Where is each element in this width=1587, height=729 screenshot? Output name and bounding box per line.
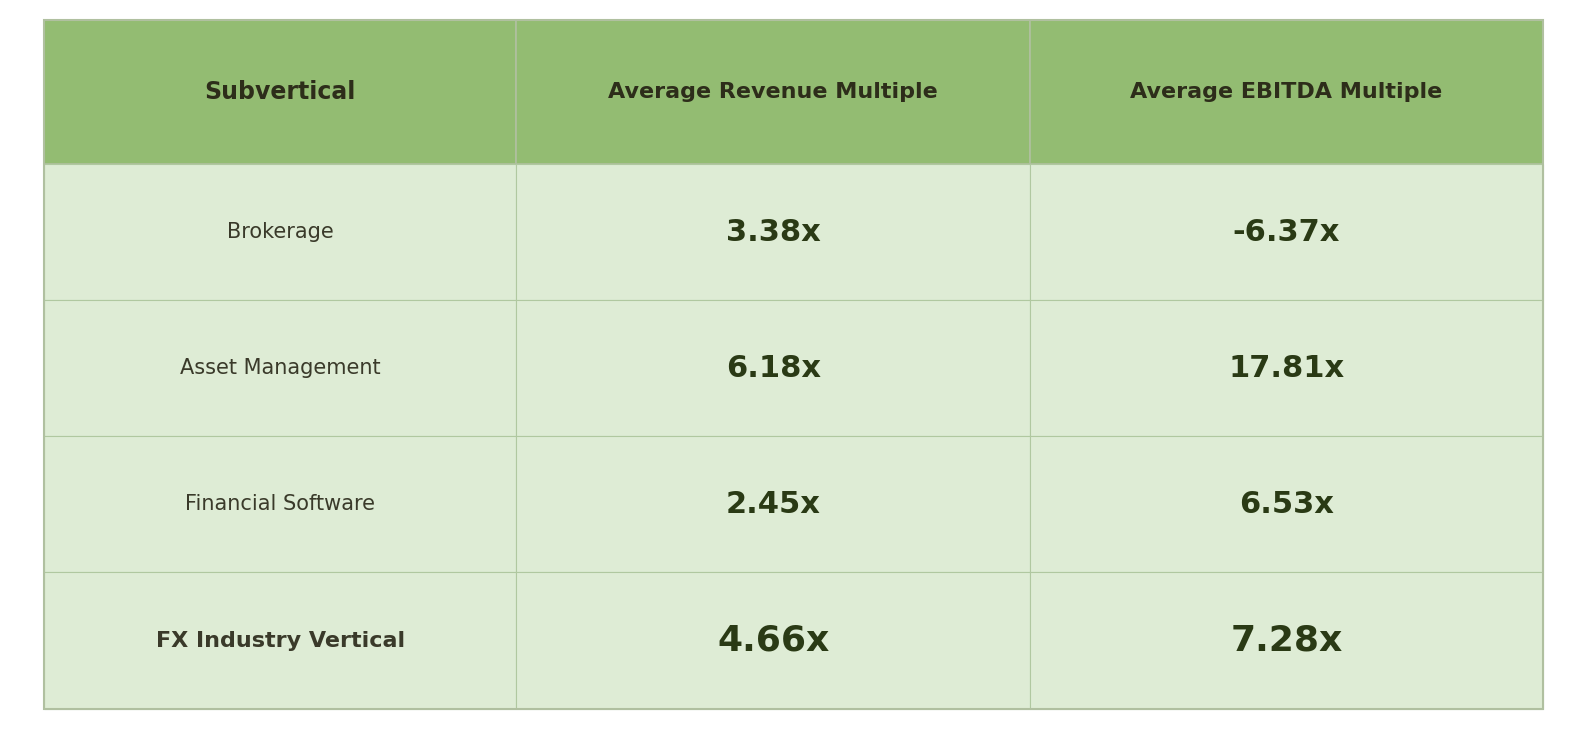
Text: Subvertical: Subvertical xyxy=(205,80,355,104)
Text: Average EBITDA Multiple: Average EBITDA Multiple xyxy=(1130,82,1443,102)
Text: Financial Software: Financial Software xyxy=(186,494,376,515)
Text: -6.37x: -6.37x xyxy=(1233,217,1339,246)
Bar xyxy=(44,300,516,436)
Bar xyxy=(516,164,1030,300)
Text: 4.66x: 4.66x xyxy=(717,623,830,658)
Bar xyxy=(1030,20,1543,164)
Bar xyxy=(1030,164,1543,300)
Text: Average Revenue Multiple: Average Revenue Multiple xyxy=(608,82,938,102)
Text: FX Industry Vertical: FX Industry Vertical xyxy=(156,631,405,650)
Bar xyxy=(44,572,516,709)
Text: 2.45x: 2.45x xyxy=(725,490,820,519)
Text: 17.81x: 17.81x xyxy=(1228,354,1344,383)
Bar xyxy=(44,20,516,164)
Bar xyxy=(516,436,1030,572)
Bar xyxy=(1030,300,1543,436)
Bar xyxy=(1030,572,1543,709)
Text: Brokerage: Brokerage xyxy=(227,222,333,242)
Text: 6.53x: 6.53x xyxy=(1239,490,1333,519)
Text: Asset Management: Asset Management xyxy=(179,358,381,378)
Bar xyxy=(516,20,1030,164)
Bar xyxy=(1030,436,1543,572)
Bar xyxy=(44,436,516,572)
Text: 3.38x: 3.38x xyxy=(725,217,820,246)
Text: 7.28x: 7.28x xyxy=(1230,623,1343,658)
Bar xyxy=(516,572,1030,709)
Bar xyxy=(516,300,1030,436)
Bar xyxy=(44,164,516,300)
Text: 6.18x: 6.18x xyxy=(725,354,820,383)
